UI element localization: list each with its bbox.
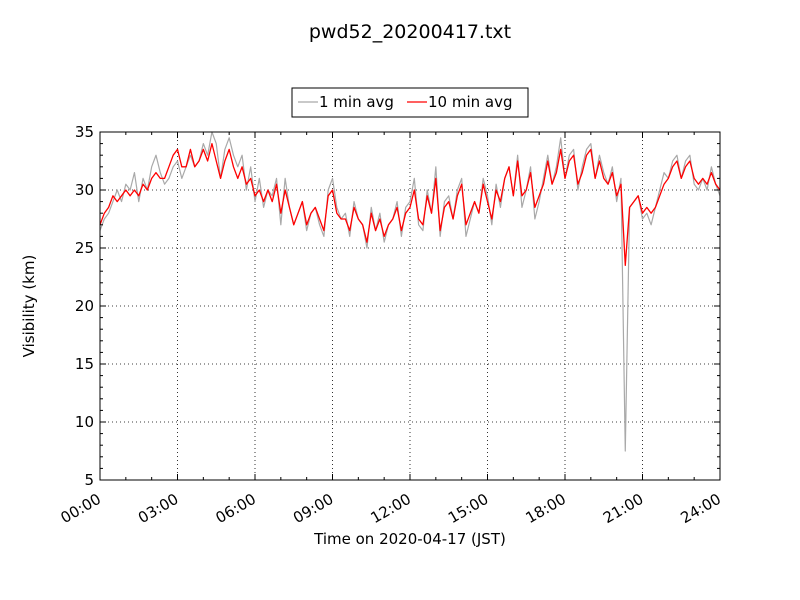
x-tick-label: 06:00 — [213, 490, 259, 527]
y-tick-label: 10 — [75, 413, 94, 431]
y-tick-label: 35 — [75, 123, 94, 141]
x-tick-label: 00:00 — [58, 490, 104, 527]
x-axis-label: Time on 2020-04-17 (JST) — [313, 530, 506, 548]
y-axis: 5 10 15 20 25 30 35 — [75, 123, 720, 489]
legend-label-10min: 10 min avg — [428, 93, 513, 111]
series-10min-line — [99, 142, 721, 267]
x-tick-label: 21:00 — [600, 490, 646, 527]
series-1min-line — [99, 131, 721, 452]
series-group — [99, 131, 721, 452]
legend: 1 min avg 10 min avg — [291, 87, 529, 118]
x-tick-label: 15:00 — [445, 490, 491, 527]
y-tick-label: 20 — [75, 297, 94, 315]
x-tick-label: 24:00 — [678, 490, 724, 527]
x-tick-label: 09:00 — [290, 490, 336, 527]
legend-label-1min: 1 min avg — [319, 93, 394, 111]
x-tick-label: 12:00 — [368, 490, 414, 527]
x-axis: 00:00 03:00 06:00 09:00 12:00 15:00 18:00 21:00… — [58, 132, 724, 527]
grid — [100, 132, 720, 480]
y-tick-label: 15 — [75, 355, 94, 373]
y-tick-label: 5 — [84, 471, 94, 489]
chart-title: pwd52_20200417.txt — [309, 21, 511, 43]
y-tick-label: 30 — [75, 181, 94, 199]
x-tick-label: 18:00 — [523, 490, 569, 527]
x-tick-label: 03:00 — [135, 490, 181, 527]
y-axis-label: Visibility (km) — [20, 255, 38, 358]
y-tick-label: 25 — [75, 239, 94, 257]
